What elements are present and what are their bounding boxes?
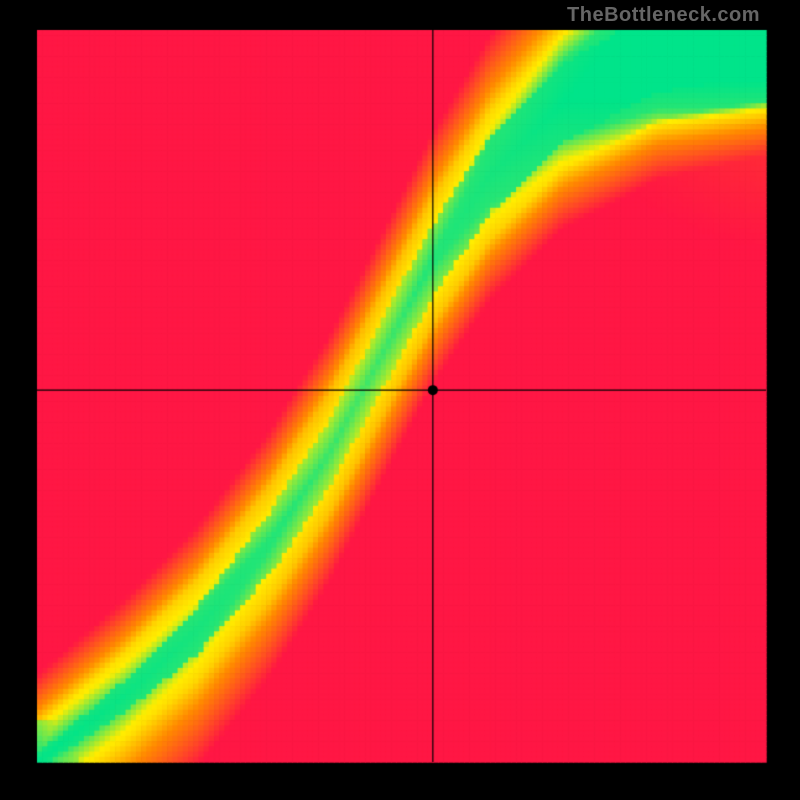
watermark-text: TheBottleneck.com	[567, 4, 760, 27]
bottleneck-heatmap	[0, 0, 800, 800]
